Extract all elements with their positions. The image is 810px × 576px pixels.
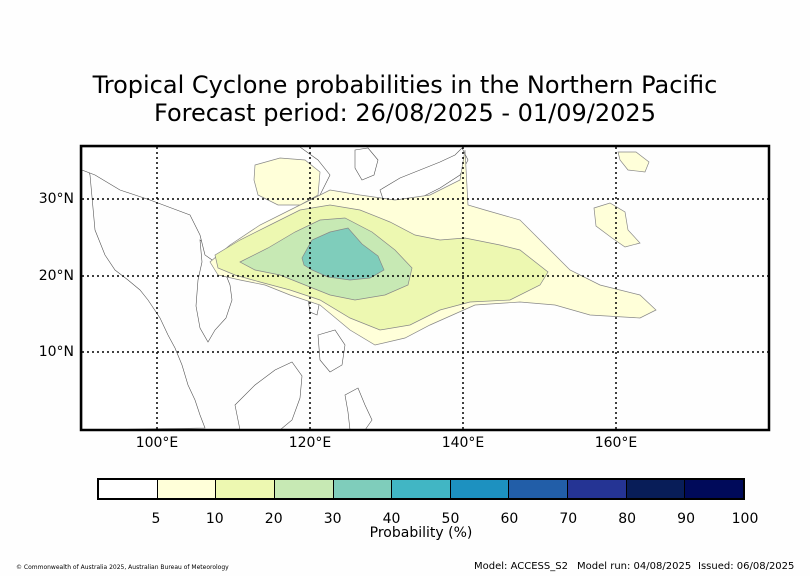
lon-label-140e: 140°E	[441, 435, 485, 451]
colorbar-tick-label: 60	[500, 511, 519, 527]
colorbar-tick-label: 5	[151, 511, 161, 527]
colorbar-tick-label: 50	[441, 511, 460, 527]
colorbar-tick-label: 100	[731, 511, 759, 527]
copyright-notice: © Commonwealth of Australia 2025, Austra…	[16, 564, 229, 571]
gridlines	[82, 147, 769, 429]
contour-5-10-north	[253, 157, 321, 206]
contour-30-40	[301, 227, 385, 281]
korea-coast	[354, 147, 379, 181]
colorbar-segment	[392, 480, 451, 498]
contour-5-10-far-ne	[617, 151, 650, 173]
colorbar-tick-label: 10	[205, 511, 224, 527]
colorbar-segment	[626, 480, 686, 498]
map-frame	[79, 144, 771, 432]
mindanao-coast	[317, 329, 346, 373]
probability-colorbar	[97, 478, 745, 500]
colorbar-tick-label: 90	[677, 511, 695, 527]
colorbar-segment	[274, 480, 334, 498]
colorbar-segment	[685, 480, 744, 498]
lon-label-120e: 120°E	[288, 435, 332, 451]
colorbar-label: Probability (%)	[369, 525, 473, 541]
colorbar-tick-label: 40	[382, 511, 401, 527]
colorbar-segment	[157, 480, 217, 498]
sulawesi-coast	[344, 387, 373, 431]
lon-label-160e: 160°E	[594, 435, 638, 451]
contour-5-10-nw-patch	[593, 202, 641, 248]
colorbar-segment	[568, 480, 627, 498]
colorbar-tick-label: 80	[618, 511, 637, 527]
colorbar-tick-label: 70	[559, 511, 578, 527]
lat-label-30n: 30°N	[38, 191, 74, 207]
lon-label-100e: 100°E	[135, 435, 179, 451]
forecast-period-subtitle: Forecast period: 26/08/2025 - 01/09/2025	[154, 99, 656, 127]
probability-contours	[209, 149, 657, 346]
chart-title: Tropical Cyclone probabilities in the No…	[92, 71, 718, 99]
colorbar-segment	[99, 480, 158, 498]
colorbar-segment	[333, 480, 393, 498]
colorbar-segment	[509, 480, 569, 498]
colorbar-tick-label: 30	[323, 511, 342, 527]
colorbar-segment	[450, 480, 510, 498]
lat-label-10n: 10°N	[38, 344, 74, 360]
borneo-coast	[234, 361, 303, 431]
issued-date: Issued: 06/08/2025	[698, 561, 795, 572]
lat-label-20n: 20°N	[38, 268, 74, 284]
model-name: Model: ACCESS_S2	[474, 561, 568, 572]
colorbar-segment	[216, 480, 275, 498]
model-run-date: Model run: 04/08/2025	[577, 561, 692, 572]
indochina-coast	[81, 149, 206, 431]
colorbar-tick-label: 20	[264, 511, 283, 527]
